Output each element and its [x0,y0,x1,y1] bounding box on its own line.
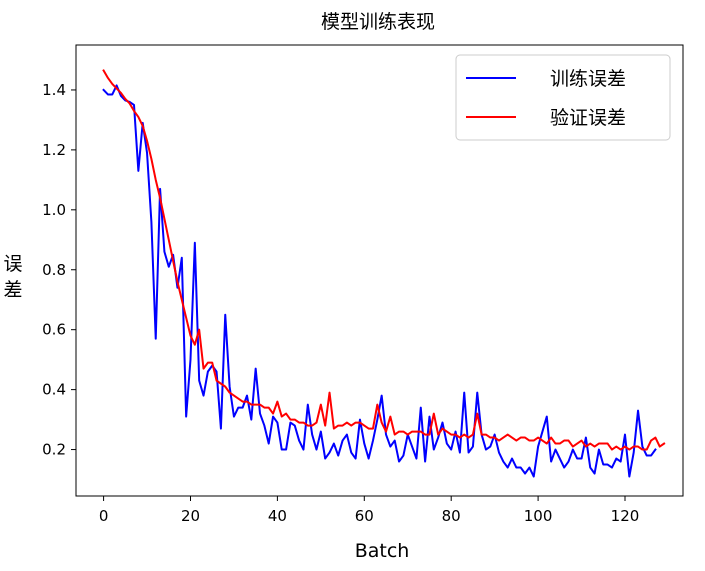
x-tick-label: 120 [611,507,640,525]
plot-area [102,69,666,478]
x-tick-label: 100 [524,507,553,525]
chart-title: 模型训练表现 [321,11,435,33]
y-axis-label-char: 差 [3,279,22,301]
y-tick-label: 1.2 [42,141,66,159]
y-tick-label: 0.4 [42,381,66,399]
x-axis: 0 20 40 60 80 100 120 [99,496,639,525]
y-tick-label: 1.0 [42,201,66,219]
y-axis-label: 误差 [3,253,22,301]
x-tick-label: 0 [99,507,109,525]
x-tick-label: 40 [268,507,287,525]
legend-label-train: 训练误差 [550,68,626,90]
y-tick-label: 0.6 [42,321,66,339]
legend-label-val: 验证误差 [550,107,626,129]
x-tick-label: 20 [181,507,200,525]
series-line-0 [102,84,657,478]
legend-box [455,54,671,141]
y-tick-label: 1.4 [42,81,66,99]
y-axis-label-char: 误 [3,253,22,275]
y-axis: 0.2 0.4 0.6 0.8 1.0 1.2 1.4 [42,81,76,459]
series-line-1 [102,69,666,451]
x-axis-label: Batch [355,540,410,562]
x-tick-label: 60 [355,507,374,525]
plot-frame [75,44,684,497]
y-tick-label: 0.2 [42,441,66,459]
x-tick-label: 80 [442,507,461,525]
legend: 训练误差 验证误差 [455,54,671,141]
y-tick-label: 0.8 [42,261,66,279]
